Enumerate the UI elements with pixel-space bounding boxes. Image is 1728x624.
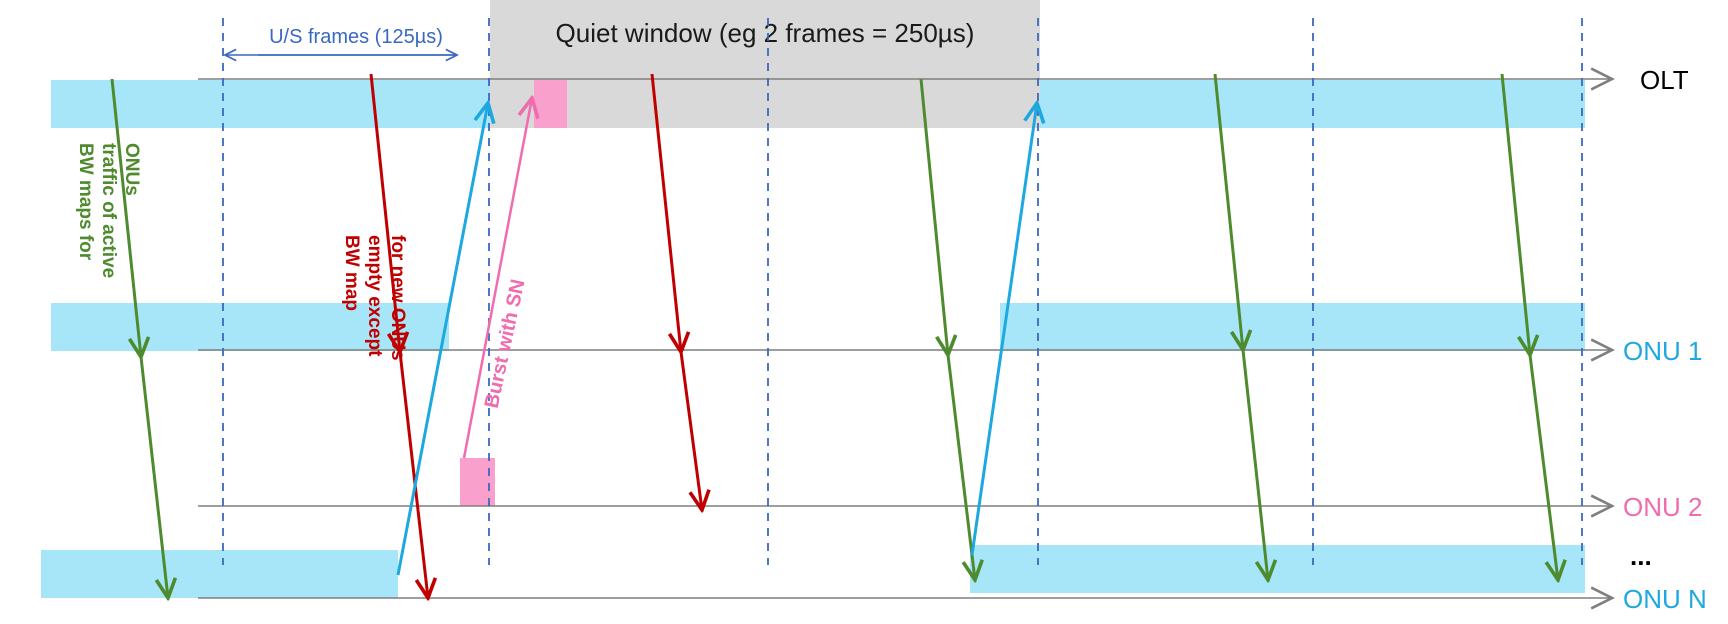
upstream-arrow [970,103,1037,556]
bw-map-arrow [110,78,141,357]
bw-map-arrow [139,356,168,598]
onun-upstream-band-left [41,550,398,598]
upstream-arrow [396,103,488,576]
upstream-bursts [41,80,1585,598]
onu1-upstream-band-left [51,303,449,351]
bw-map-arrow [919,78,948,355]
row-label-onun: ONU N [1623,584,1707,614]
bw-map-empty-arrows [369,73,702,598]
bw-map-arrow [1213,73,1243,350]
bw-map-empty-arrow [398,351,428,598]
row-label-onu1: ONU 1 [1623,336,1702,366]
quiet-window [490,0,1040,128]
bw-active-annotation-line: BW maps for [75,143,96,261]
upstream-arrows [396,103,1037,576]
row-label-olt: OLT [1640,65,1689,95]
bw-empty-annotation: BW map empty except for new ONUs [341,235,408,362]
bw-empty-annotation-line: for new ONUs [387,235,408,361]
bw-map-arrow [1528,354,1558,580]
olt-upstream-band-left [51,80,490,128]
bw-map-empty-arrow [650,73,681,352]
onun-upstream-band-right [970,545,1585,593]
row-label-ellipsis: ... [1630,541,1652,571]
bw-map-arrow [1241,349,1268,580]
bw-active-annotation-line: traffic of active [98,143,119,278]
bw-map-active-arrows [110,73,1558,598]
row-label-onu2: ONU 2 [1623,492,1702,522]
burst-sn-annotation: Burst with SN [481,277,530,410]
bw-active-annotation-line: ONUs [121,143,142,196]
bw-empty-annotation-line: empty except [364,235,385,357]
olt-upstream-band-right [1040,80,1585,128]
bw-active-annotation: BW maps for traffic of active ONUs [75,143,142,283]
bw-map-arrow [946,354,975,580]
sn-burst-arrow [462,98,532,459]
quiet-window-label: Quiet window (eg 2 frames = 250µs) [556,18,975,48]
bw-map-empty-arrow [369,73,400,352]
bw-map-empty-arrow [679,351,702,510]
bw-map-arrow [1500,73,1530,355]
sn-burst-olt [534,80,567,128]
frame-span-label: U/S frames (125µs) [269,26,443,48]
onu1-upstream-band-right [1000,303,1585,351]
bw-empty-annotation-line: BW map [341,235,362,311]
